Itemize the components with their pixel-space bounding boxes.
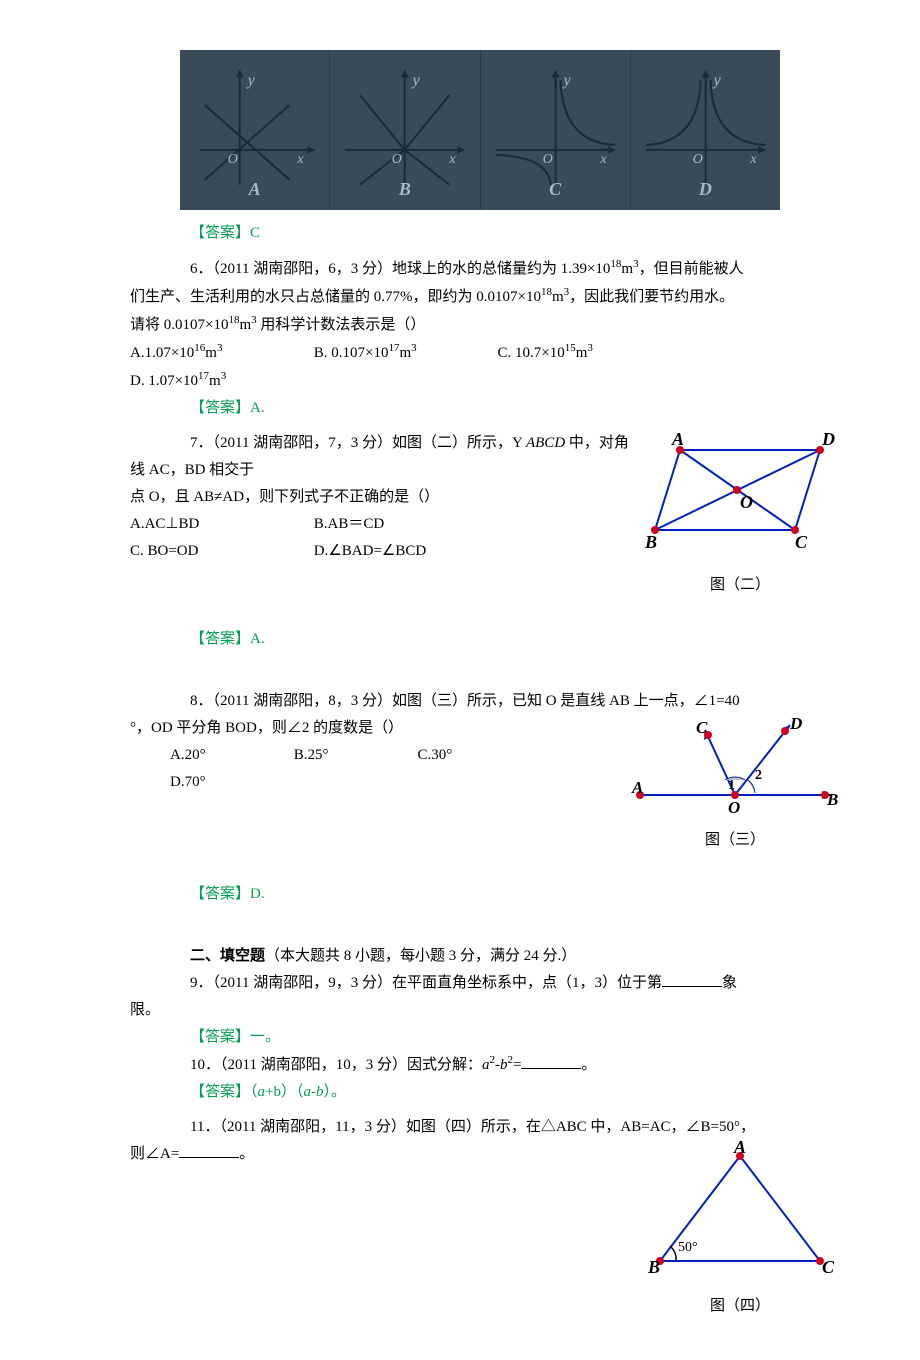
question-8: 8．（2011 湖南邵阳，8，3 分）如图（三）所示，已知 O 是直线 AB 上… <box>130 688 840 854</box>
answer-value: （a+b）（a-b）。 <box>250 1084 346 1100</box>
svg-text:x: x <box>449 152 457 167</box>
svg-text:A: A <box>671 430 684 449</box>
svg-text:O: O <box>740 492 753 512</box>
graph-option-a: y O x A <box>180 50 330 210</box>
figure-2: A D B C O 图（二） <box>640 430 840 599</box>
q7-text-1: 7．（2011 湖南邵阳，7，3 分）如图（二）所示，Y ABCD 中，对角线 … <box>130 435 629 478</box>
q7-answer: 【答案】A. <box>130 626 840 653</box>
answer-value: C <box>250 225 260 241</box>
q11-text-2: 则∠A=。 <box>130 1146 254 1162</box>
svg-text:C: C <box>696 718 708 737</box>
q9-answer: 【答案】一。 <box>130 1024 840 1051</box>
answer-label: 【答案】 <box>190 1029 250 1045</box>
q6-text-2: 们生产、生活利用的水只占总储量的 0.77%，即约为 0.0107×1018m3… <box>130 289 734 305</box>
q5-answer: 【答案】C <box>130 220 840 247</box>
q7-text-2: 点 O，且 AB≠AD，则下列式子不正确的是（） <box>130 489 439 505</box>
q7-option-c: C. BO=OD <box>130 538 310 565</box>
svg-text:y: y <box>411 72 421 89</box>
q7-option-b: B.AB＝CD <box>314 511 494 538</box>
svg-text:50°: 50° <box>678 1240 698 1255</box>
svg-text:B: B <box>644 532 657 552</box>
answer-value: A. <box>250 631 265 647</box>
q8-text-2: °，OD 平分角 BOD，则∠2 的度数是（） <box>130 720 403 736</box>
blank-fill <box>662 971 722 987</box>
q7-option-a: A.AC⊥BD <box>130 511 310 538</box>
question-10: 10．（2011 湖南邵阳，10，3 分）因式分解：a2-b2=。 <box>130 1051 840 1079</box>
svg-text:1: 1 <box>728 778 735 793</box>
svg-text:B: B <box>826 790 838 809</box>
question-6: 6．（2011 湖南邵阳，6，3 分）地球上的水的总储量约为 1.39×1018… <box>130 255 840 339</box>
answer-label: 【答案】 <box>190 886 250 902</box>
function-graph-photo: y O x A y O x B y O x <box>180 50 780 210</box>
q8-option-d: D.70° <box>170 769 290 796</box>
graph-label-b: B <box>399 173 411 205</box>
svg-text:C: C <box>795 532 808 552</box>
answer-value: D. <box>250 886 265 902</box>
svg-text:A: A <box>733 1141 746 1157</box>
answer-label: 【答案】 <box>190 225 250 241</box>
svg-text:y: y <box>246 72 256 89</box>
q8-option-a: A.20° <box>170 742 290 769</box>
graph-label-d: D <box>699 173 712 205</box>
q7-option-d: D.∠BAD=∠BCD <box>314 538 494 565</box>
svg-text:2: 2 <box>755 768 762 783</box>
q8-answer: 【答案】D. <box>130 881 840 908</box>
figure-2-caption: 图（二） <box>640 572 840 599</box>
graph-option-d: y O x D <box>631 50 780 210</box>
svg-text:O: O <box>692 152 702 167</box>
q6-option-c: C. 10.7×1015m3 <box>498 339 678 367</box>
question-9: 9．（2011 湖南邵阳，9，3 分）在平面直角坐标系中，点（1，3）位于第象 … <box>130 970 840 1024</box>
figure-3-caption: 图（三） <box>630 827 840 854</box>
q6-options: A.1.07×1016m3 B. 0.107×1017m3 C. 10.7×10… <box>130 339 840 395</box>
q8-option-b: B.25° <box>294 742 414 769</box>
figure-3: A B C D O 1 2 图（三） <box>630 715 840 854</box>
q6-text-1: 6．（2011 湖南邵阳，6，3 分）地球上的水的总储量约为 1.39×1018… <box>190 261 744 277</box>
svg-text:x: x <box>599 152 607 167</box>
q10-answer: 【答案】（a+b）（a-b）。 <box>130 1079 840 1106</box>
answer-value: A. <box>250 400 265 416</box>
q6-option-a: A.1.07×1016m3 <box>130 339 310 367</box>
q6-answer: 【答案】A. <box>130 395 840 422</box>
answer-label: 【答案】 <box>190 631 250 647</box>
svg-text:O: O <box>228 152 238 167</box>
svg-text:O: O <box>392 152 402 167</box>
svg-text:A: A <box>631 778 643 797</box>
svg-text:O: O <box>728 798 740 815</box>
section-2-title: 二、填空题 <box>190 948 265 964</box>
q6-option-b: B. 0.107×1017m3 <box>314 339 494 367</box>
section-2-heading: 二、填空题（本大题共 8 小题，每小题 3 分，满分 24 分.） <box>190 943 840 970</box>
answer-label: 【答案】 <box>190 1084 250 1100</box>
question-7: A D B C O 图（二） 7．（2011 湖南邵阳，7，3 分）如图（二）所… <box>130 430 840 599</box>
svg-text:O: O <box>542 152 552 167</box>
svg-text:x: x <box>749 152 757 167</box>
figure-4-caption: 图（四） <box>640 1293 840 1320</box>
q6-option-d: D. 1.07×1017m3 <box>130 367 310 395</box>
answer-label: 【答案】 <box>190 400 250 416</box>
q9-text-1: 9．（2011 湖南邵阳，9，3 分）在平面直角坐标系中，点（1，3）位于第象 <box>190 975 737 991</box>
graph-label-c: C <box>549 173 561 205</box>
graph-option-c: y O x C <box>481 50 631 210</box>
graph-option-b: y O x B <box>330 50 480 210</box>
blank-fill <box>179 1142 239 1158</box>
svg-text:B: B <box>647 1257 660 1277</box>
blank-fill <box>521 1053 581 1069</box>
svg-text:x: x <box>296 152 304 167</box>
answer-value: 一。 <box>250 1029 280 1045</box>
figure-4: A B C 50° 图（四） <box>640 1141 840 1320</box>
q8-option-c: C.30° <box>418 742 538 769</box>
q10-text: 10．（2011 湖南邵阳，10，3 分）因式分解：a2-b2=。 <box>190 1057 596 1073</box>
svg-text:C: C <box>822 1257 835 1277</box>
q6-text-3: 请将 0.0107×1018m3 用科学计数法表示是（） <box>130 317 425 333</box>
q9-text-2: 限。 <box>130 1002 160 1018</box>
q11-text-1: 11．（2011 湖南邵阳，11，3 分）如图（四）所示，在△ABC 中，AB=… <box>190 1119 755 1135</box>
svg-text:D: D <box>821 430 835 449</box>
q8-text-1: 8．（2011 湖南邵阳，8，3 分）如图（三）所示，已知 O 是直线 AB 上… <box>190 693 740 709</box>
svg-text:D: D <box>789 715 802 733</box>
graph-label-a: A <box>249 173 261 205</box>
section-2-subtitle: （本大题共 8 小题，每小题 3 分，满分 24 分.） <box>265 948 576 964</box>
svg-text:y: y <box>711 72 721 89</box>
question-11: 11．（2011 湖南邵阳，11，3 分）如图（四）所示，在△ABC 中，AB=… <box>130 1114 840 1320</box>
svg-text:y: y <box>561 72 571 89</box>
